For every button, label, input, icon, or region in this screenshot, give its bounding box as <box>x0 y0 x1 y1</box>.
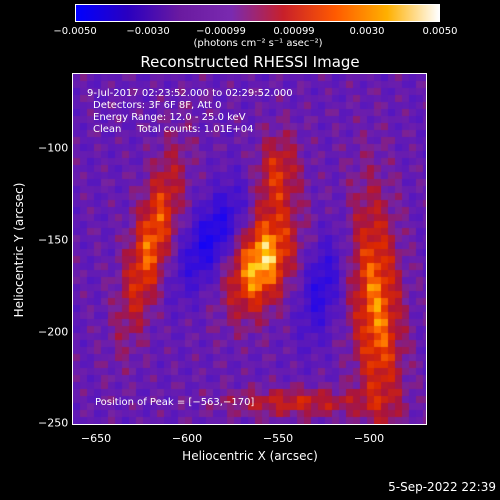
y-axis-label: Heliocentric Y (arcsec) <box>12 182 26 318</box>
x-tick-label: −500 <box>353 432 385 445</box>
colorbar-tick: 0.00099 <box>273 26 315 37</box>
info-line-energy-range: Energy Range: 12.0 - 25.0 keV <box>93 112 246 123</box>
colorbar-tick: −0.0030 <box>126 26 170 37</box>
footer-timestamp: 5-Sep-2022 22:39 <box>388 480 496 494</box>
colorbar-tick: −0.00099 <box>196 26 246 37</box>
x-axis-label: Heliocentric X (arcsec) <box>182 449 318 463</box>
image-title: Reconstructed RHESSI Image <box>140 53 360 71</box>
y-tick-label: −200 <box>38 325 69 339</box>
colorbar <box>75 4 440 22</box>
rhessi-image <box>73 74 426 424</box>
image-plot-area: 9-Jul-2017 02:23:52.000 to 02:29:52.000 … <box>72 73 427 425</box>
x-tick-label: −550 <box>262 432 294 445</box>
peak-position-text: Position of Peak = [−563,−170] <box>95 397 255 408</box>
x-tick-label: −600 <box>171 432 203 445</box>
info-line-clean-counts: Clean Total counts: 1.01E+04 <box>93 124 254 135</box>
colorbar-tick: 0.0050 <box>422 26 458 37</box>
colorbar-unit-label: (photons cm⁻² s⁻¹ asec⁻²) <box>193 38 323 49</box>
info-line-detectors: Detectors: 3F 6F 8F, Att 0 <box>93 100 222 111</box>
x-tick-label: −650 <box>80 432 112 445</box>
y-tick-label: −150 <box>38 233 69 247</box>
y-tick-label: −250 <box>38 416 69 430</box>
colorbar-tick: 0.0030 <box>349 26 385 37</box>
info-line-time-range: 9-Jul-2017 02:23:52.000 to 02:29:52.000 <box>87 88 293 99</box>
colorbar-tick: −0.0050 <box>53 26 97 37</box>
y-tick-label: −100 <box>38 141 69 155</box>
